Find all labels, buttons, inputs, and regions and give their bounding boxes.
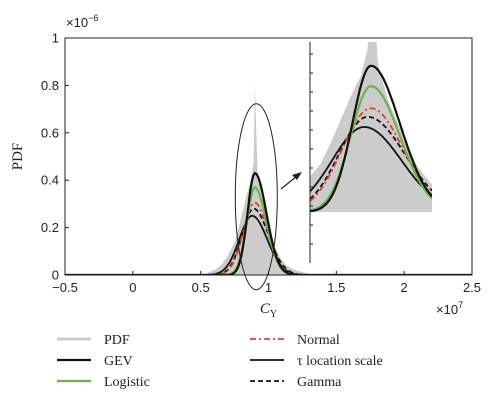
zoom-region-ellipse <box>234 103 278 291</box>
x-axis-ticks: −0.5 0 0.5 1 1.5 2 2.5 <box>52 271 481 295</box>
x-tick-label: 0 <box>129 280 136 295</box>
legend-label: Gamma <box>297 375 342 390</box>
x-tick-label: 1 <box>265 280 272 295</box>
inset-series-line-logistic <box>310 85 432 212</box>
main-plot-area <box>65 85 472 275</box>
series-line-logistic <box>65 185 472 275</box>
x-axis-label: CY <box>260 301 277 320</box>
zoom-arrow <box>280 172 302 190</box>
inset-series-line-location-scale <box>310 126 432 197</box>
y-tick-label: 0.2 <box>41 220 59 235</box>
legend-label: Logistic <box>104 375 150 390</box>
y-tick-label: 0.6 <box>41 125 59 140</box>
x-tick-label: 2.5 <box>463 280 481 295</box>
legend-label: GEV <box>104 354 133 369</box>
legend-item: Gamma <box>250 375 342 390</box>
y-tick-label: 0.8 <box>41 78 59 93</box>
x-tick-label: 1.5 <box>327 280 345 295</box>
legend-item: PDF <box>57 333 130 348</box>
y-axis-multiplier: ×10−6 <box>66 13 98 30</box>
inset-series-line-gev <box>310 64 432 212</box>
y-tick-label: 1 <box>52 31 59 46</box>
legend-label: PDF <box>104 333 130 348</box>
x-tick-label: 0.5 <box>192 280 210 295</box>
legend-item: GEV <box>57 354 133 369</box>
legend-item: τ location scale <box>250 354 383 369</box>
legend-item: Logistic <box>57 375 150 390</box>
series-line-gev <box>65 171 472 275</box>
legend-label: τ location scale <box>297 354 383 369</box>
inset-histogram-pdf <box>310 42 432 212</box>
y-axis-ticks: 0 0.2 0.4 0.6 0.8 1 <box>41 31 69 283</box>
y-tick-label: 0.4 <box>41 173 59 188</box>
legend-item: Normal <box>250 333 340 348</box>
legend: PDF GEV Logistic Normal τ location scale Gamm… <box>57 333 383 390</box>
legend-label: Normal <box>297 333 340 348</box>
series-line-location-scale <box>65 214 472 275</box>
main-axes: −0.5 0 0.5 1 1.5 2 2.5 00.20.40.60.81 PDF CY ×… <box>10 13 481 320</box>
x-tick-label: 2 <box>401 280 408 295</box>
inset-zoom-plot <box>309 42 432 263</box>
y-axis-label: PDF <box>10 143 26 171</box>
x-tick-label: −0.5 <box>52 280 78 295</box>
x-axis-multiplier: ×107 <box>436 300 463 317</box>
y-tick-label: 0 <box>52 268 59 283</box>
